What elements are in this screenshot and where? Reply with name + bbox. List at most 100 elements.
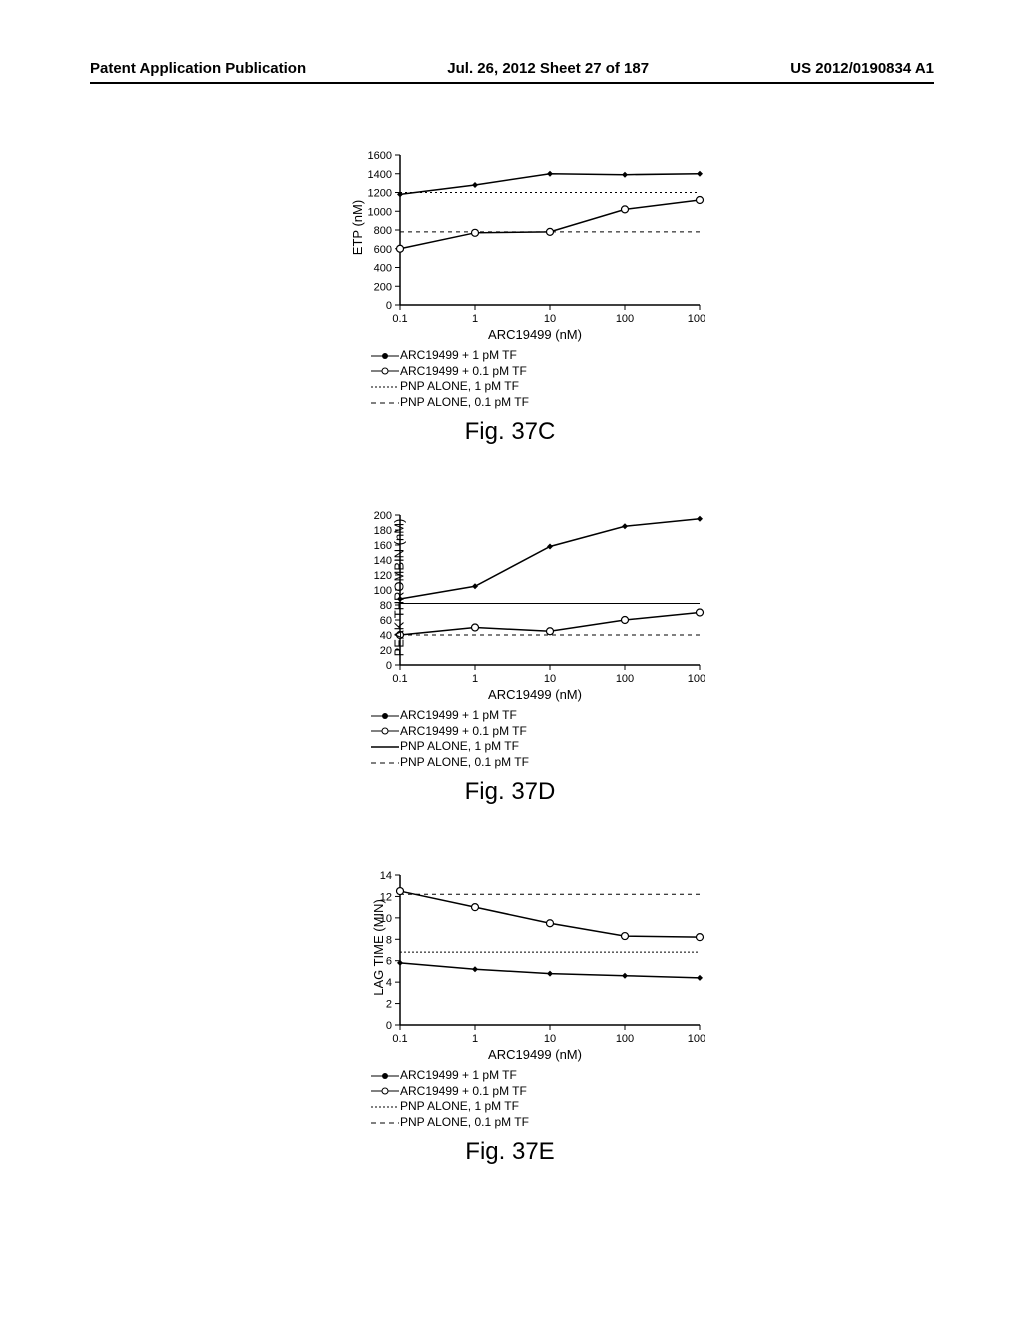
figure-caption: Fig. 37D — [300, 778, 720, 806]
legend-item: ARC19499 + 0.1 pM TF — [370, 724, 720, 740]
svg-text:100: 100 — [616, 313, 634, 325]
svg-text:100: 100 — [374, 585, 392, 597]
legend-icon — [370, 382, 400, 392]
legend-text: ARC19499 + 1 pM TF — [400, 348, 517, 364]
legend-text: PNP ALONE, 1 pM TF — [400, 739, 519, 755]
legend-text: ARC19499 + 0.1 pM TF — [400, 364, 527, 380]
legend-text: PNP ALONE, 0.1 pM TF — [400, 395, 529, 411]
svg-text:0.1: 0.1 — [392, 673, 407, 685]
svg-text:1000: 1000 — [688, 313, 705, 325]
legend-icon — [370, 1086, 400, 1096]
legend: ARC19499 + 1 pM TF ARC19499 + 0.1 pM TF … — [370, 348, 720, 410]
svg-text:6: 6 — [386, 956, 392, 968]
page-header: Patent Application Publication Jul. 26, … — [90, 60, 934, 77]
chart-container: LAG TIME (MIN) 024681012140.11101001000 … — [350, 870, 720, 1062]
legend: ARC19499 + 1 pM TF ARC19499 + 0.1 pM TF … — [370, 708, 720, 770]
y-axis-label: ETP (nM) — [350, 200, 365, 255]
svg-text:2: 2 — [386, 999, 392, 1011]
svg-text:0: 0 — [386, 1020, 392, 1032]
svg-text:120: 120 — [374, 570, 392, 582]
svg-text:4: 4 — [386, 977, 392, 989]
svg-text:8: 8 — [386, 934, 392, 946]
legend-item: PNP ALONE, 1 pM TF — [370, 379, 720, 395]
figure-caption: Fig. 37C — [300, 418, 720, 446]
legend-item: ARC19499 + 1 pM TF — [370, 348, 720, 364]
svg-text:0.1: 0.1 — [392, 313, 407, 325]
svg-text:60: 60 — [380, 615, 392, 627]
svg-text:10: 10 — [544, 673, 556, 685]
fig37c: ETP (nM) 0 200 400 600 800 1000 1200 1400 1600 0.… — [300, 150, 720, 446]
legend-text: ARC19499 + 1 pM TF — [400, 708, 517, 724]
svg-text:1400: 1400 — [368, 169, 392, 181]
fig37d: PEAK THROMBIN (nM) 0 20 40 60 80 100 120 140 160… — [300, 510, 720, 806]
svg-text:1000: 1000 — [688, 1033, 705, 1045]
header-rule — [90, 82, 934, 84]
legend-item: PNP ALONE, 0.1 pM TF — [370, 755, 720, 771]
svg-text:800: 800 — [374, 225, 392, 237]
svg-text:1000: 1000 — [368, 206, 392, 218]
svg-text:1: 1 — [472, 1033, 478, 1045]
legend-text: PNP ALONE, 0.1 pM TF — [400, 1115, 529, 1131]
legend-icon — [370, 351, 400, 361]
svg-text:140: 140 — [374, 555, 392, 567]
legend-item: ARC19499 + 0.1 pM TF — [370, 1084, 720, 1100]
legend-icon — [370, 1071, 400, 1081]
chart-svg: 024681012140.11101001000 — [350, 870, 705, 1045]
svg-text:100: 100 — [616, 673, 634, 685]
svg-text:10: 10 — [544, 313, 556, 325]
legend-icon — [370, 366, 400, 376]
y-axis-label: PEAK THROMBIN (nM) — [391, 519, 406, 657]
legend-icon — [370, 758, 400, 768]
y-axis-label: LAG TIME (MIN) — [371, 899, 386, 996]
svg-text:160: 160 — [374, 540, 392, 552]
svg-text:0.1: 0.1 — [392, 1033, 407, 1045]
svg-text:0: 0 — [386, 660, 392, 672]
legend-text: ARC19499 + 1 pM TF — [400, 1068, 517, 1084]
svg-text:40: 40 — [380, 630, 392, 642]
legend-item: ARC19499 + 1 pM TF — [370, 708, 720, 724]
legend-text: PNP ALONE, 0.1 pM TF — [400, 755, 529, 771]
svg-text:20: 20 — [380, 645, 392, 657]
svg-text:1600: 1600 — [368, 150, 392, 162]
legend-icon — [370, 1118, 400, 1128]
svg-text:1000: 1000 — [688, 673, 705, 685]
legend-icon — [370, 742, 400, 752]
svg-text:80: 80 — [380, 600, 392, 612]
legend-item: ARC19499 + 1 pM TF — [370, 1068, 720, 1084]
legend-item: ARC19499 + 0.1 pM TF — [370, 364, 720, 380]
svg-text:400: 400 — [374, 263, 392, 275]
legend-icon — [370, 711, 400, 721]
svg-text:100: 100 — [616, 1033, 634, 1045]
svg-text:200: 200 — [374, 281, 392, 293]
legend-icon — [370, 1102, 400, 1112]
svg-text:0: 0 — [386, 300, 392, 312]
x-axis-label: ARC19499 (nM) — [350, 687, 720, 702]
legend-item: PNP ALONE, 1 pM TF — [370, 739, 720, 755]
svg-text:180: 180 — [374, 525, 392, 537]
svg-text:1200: 1200 — [368, 188, 392, 200]
header-right: US 2012/0190834 A1 — [790, 60, 934, 77]
legend-text: PNP ALONE, 1 pM TF — [400, 1099, 519, 1115]
chart-container: ETP (nM) 0 200 400 600 800 1000 1200 1400 1600 0.… — [350, 150, 720, 342]
chart-svg: 0 200 400 600 800 1000 1200 1400 1600 0.1 1 10 100 10… — [350, 150, 705, 325]
header-center: Jul. 26, 2012 Sheet 27 of 187 — [447, 60, 649, 77]
fig37e: LAG TIME (MIN) 024681012140.11101001000 … — [300, 870, 720, 1166]
x-axis-label: ARC19499 (nM) — [350, 327, 720, 342]
legend-text: PNP ALONE, 1 pM TF — [400, 379, 519, 395]
chart-container: PEAK THROMBIN (nM) 0 20 40 60 80 100 120 140 160… — [350, 510, 720, 702]
legend-icon — [370, 398, 400, 408]
svg-text:200: 200 — [374, 510, 392, 522]
legend: ARC19499 + 1 pM TF ARC19499 + 0.1 pM TF … — [370, 1068, 720, 1130]
legend-text: ARC19499 + 0.1 pM TF — [400, 724, 527, 740]
legend-item: PNP ALONE, 1 pM TF — [370, 1099, 720, 1115]
legend-item: PNP ALONE, 0.1 pM TF — [370, 395, 720, 411]
svg-text:10: 10 — [544, 1033, 556, 1045]
svg-text:1: 1 — [472, 673, 478, 685]
x-axis-label: ARC19499 (nM) — [350, 1047, 720, 1062]
legend-item: PNP ALONE, 0.1 pM TF — [370, 1115, 720, 1131]
svg-text:1: 1 — [472, 313, 478, 325]
legend-icon — [370, 726, 400, 736]
figure-caption: Fig. 37E — [300, 1138, 720, 1166]
svg-text:14: 14 — [380, 870, 392, 882]
svg-text:600: 600 — [374, 244, 392, 256]
